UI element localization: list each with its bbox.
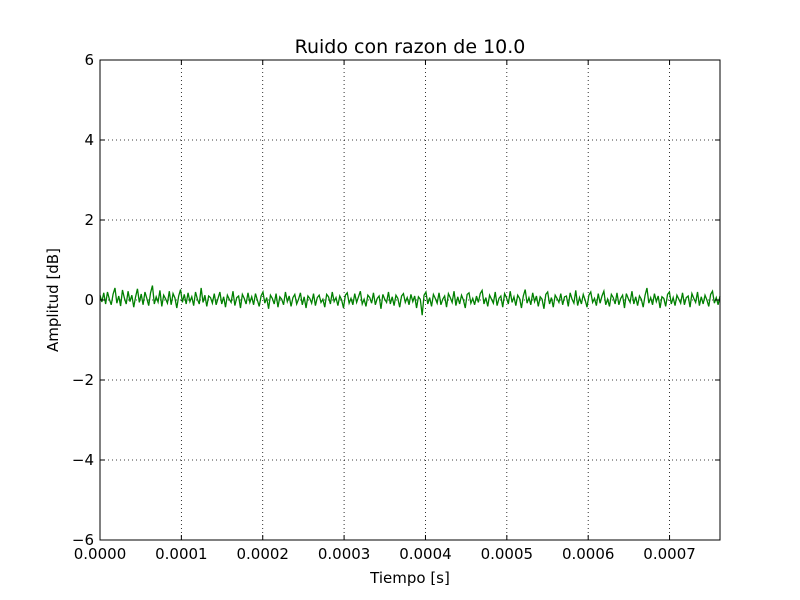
- y-tick-label: 0: [84, 291, 94, 309]
- y-tick-label: 4: [84, 131, 94, 149]
- x-tick-label: 0.0005: [481, 545, 534, 563]
- x-tick-label: 0.0006: [562, 545, 615, 563]
- y-tick-label: −2: [72, 371, 94, 389]
- y-tick-label: −4: [72, 451, 94, 469]
- x-tick-label: 0.0001: [155, 545, 208, 563]
- x-tick-label: 0.0007: [643, 545, 696, 563]
- x-axis-title: Tiempo [s]: [369, 569, 450, 587]
- x-tick-label: 0.0000: [74, 545, 127, 563]
- noise-series-line: [99, 285, 721, 316]
- y-axis-title: Amplitud [dB]: [44, 248, 62, 352]
- chart-title: Ruido con razon de 10.0: [295, 36, 526, 58]
- series-group: [99, 285, 721, 316]
- axis-ticks: 0.0000 0.0001 0.0002 0.0003 0.0004 0.0005 0.00…: [72, 51, 720, 563]
- x-tick-label: 0.0004: [399, 545, 452, 563]
- x-tick-label: 0.0003: [318, 545, 371, 563]
- y-tick-label: 6: [84, 51, 94, 69]
- x-tick-label: 0.0002: [236, 545, 289, 563]
- y-tick-label: 2: [84, 211, 94, 229]
- y-tick-label: −6: [72, 531, 94, 549]
